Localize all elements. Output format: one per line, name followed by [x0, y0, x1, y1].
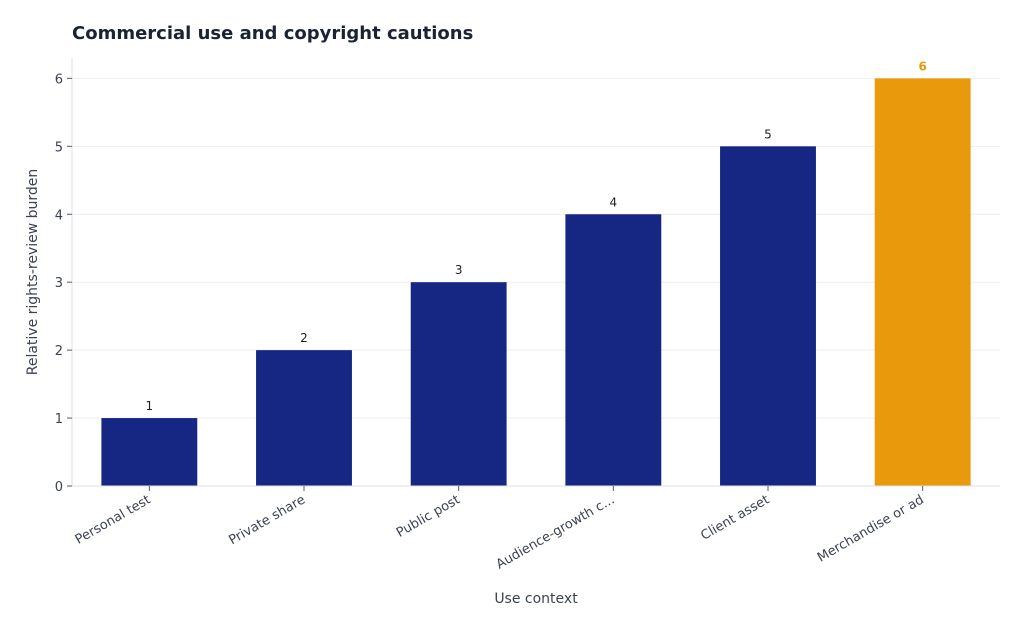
x-tick-label: Audience-growth c...	[494, 492, 618, 572]
y-axis-ticks: 0 1 2 3 4 5 6	[55, 72, 72, 495]
y-axis-title: Relative rights-review burden	[25, 169, 41, 376]
data-label: 5	[764, 127, 772, 141]
gridlines	[72, 77, 1000, 487]
bar	[720, 146, 816, 487]
x-axis-ticks: Personal test Private share Public post Aud…	[73, 486, 927, 572]
y-tick-label: 1	[55, 412, 63, 427]
data-labels: 1 2 3 4 5 6	[146, 59, 927, 413]
axes	[71, 58, 1000, 487]
bar	[410, 282, 507, 486]
chart-title: Commercial use and copyright cautions	[72, 23, 473, 44]
x-tick-label: Client asset	[698, 492, 772, 543]
y-tick-label: 6	[55, 72, 63, 87]
data-label: 3	[455, 263, 463, 277]
data-label: 1	[146, 399, 154, 413]
bar	[101, 418, 198, 486]
bar	[565, 214, 662, 486]
y-tick-label: 4	[55, 208, 63, 223]
x-tick-label: Public post	[394, 492, 463, 540]
y-tick-label: 3	[55, 276, 63, 291]
y-tick-label: 0	[55, 480, 63, 495]
x-tick-label: Private share	[226, 492, 308, 548]
data-label: 2	[300, 331, 308, 345]
x-tick-label: Personal test	[73, 492, 154, 547]
data-label: 6	[918, 59, 926, 73]
y-tick-label: 5	[55, 140, 63, 155]
data-label: 4	[610, 195, 618, 209]
y-tick-label: 2	[55, 344, 63, 359]
bars	[101, 78, 971, 487]
x-tick-label: Merchandise or ad	[815, 492, 927, 565]
x-axis-title: Use context	[494, 591, 578, 607]
bar	[256, 350, 352, 486]
bar	[874, 78, 971, 486]
